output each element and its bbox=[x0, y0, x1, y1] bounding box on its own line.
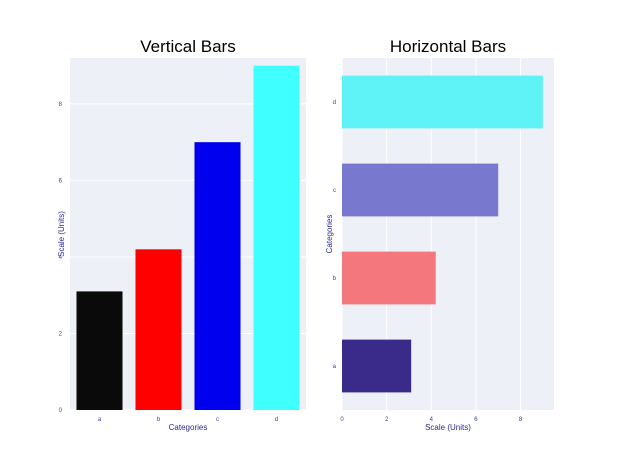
vertical-bars-title: Vertical Bars bbox=[140, 37, 235, 56]
vertical-bars-panel: Vertical Bars Categories Scale (Units) 0… bbox=[57, 37, 306, 432]
horizontal-bars-title: Horizontal Bars bbox=[390, 37, 506, 56]
bar-b bbox=[135, 249, 182, 410]
horizontal-bars-y-axis-label: Categories bbox=[325, 215, 334, 254]
bar-a bbox=[342, 339, 412, 393]
horizontal-bars-x-axis-label: Scale (Units) bbox=[425, 423, 471, 432]
y-tick-label: 6 bbox=[59, 178, 63, 184]
x-tick-label: 6 bbox=[474, 417, 478, 423]
bar-a bbox=[76, 291, 123, 410]
horizontal-bars-series bbox=[342, 75, 543, 393]
x-tick-label: 2 bbox=[385, 417, 389, 423]
vertical-bars-series bbox=[76, 65, 300, 411]
vertical-bars-x-axis-label: Categories bbox=[169, 423, 208, 432]
y-tick-label: d bbox=[333, 100, 336, 106]
x-tick-label: d bbox=[275, 417, 278, 423]
y-tick-label: c bbox=[333, 188, 336, 194]
bar-d bbox=[253, 65, 300, 411]
bar-d bbox=[342, 75, 543, 129]
x-tick-label: b bbox=[157, 417, 161, 423]
vertical-bars-y-axis-label: Scale (Units) bbox=[57, 211, 66, 257]
y-tick-label: 8 bbox=[59, 102, 63, 108]
x-tick-label: 0 bbox=[340, 417, 344, 423]
bar-c bbox=[194, 142, 241, 410]
x-tick-label: 4 bbox=[430, 417, 434, 423]
x-tick-label: c bbox=[216, 417, 219, 423]
bar-c bbox=[342, 163, 499, 217]
y-tick-label: a bbox=[333, 364, 337, 370]
bar-b bbox=[342, 251, 436, 305]
horizontal-bars-panel: Horizontal Bars Scale (Units) Categories… bbox=[325, 37, 554, 432]
y-tick-label: 0 bbox=[59, 408, 63, 414]
vertical-bars-ticks: 0 2 4 6 8 a b c d bbox=[59, 102, 279, 423]
y-tick-label: b bbox=[333, 276, 337, 282]
x-tick-label: a bbox=[98, 417, 102, 423]
x-tick-label: 8 bbox=[519, 417, 523, 423]
horizontal-bars-ticks: 0 2 4 6 8 a b c d bbox=[333, 100, 523, 423]
y-tick-label: 4 bbox=[59, 255, 63, 261]
y-tick-label: 2 bbox=[59, 331, 63, 337]
